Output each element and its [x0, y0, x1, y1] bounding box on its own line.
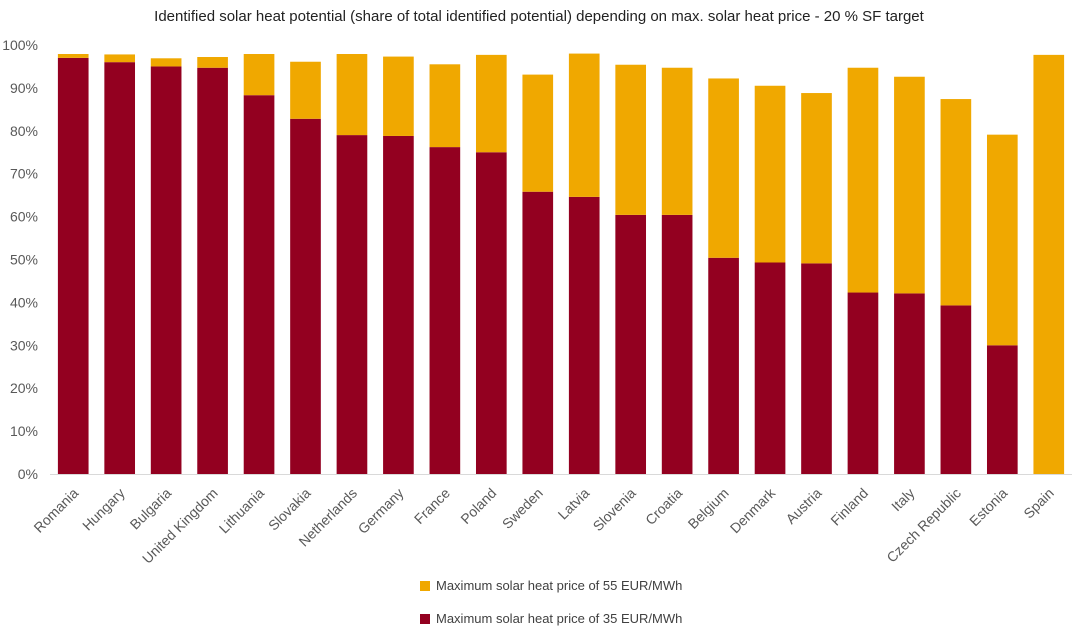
bar-segment-55 [197, 57, 228, 68]
x-tick-label: Slovenia [590, 485, 639, 534]
bar-segment-35 [57, 57, 89, 475]
bar-segment-35 [940, 305, 972, 474]
x-tick-label: Italy [888, 485, 917, 514]
y-tick-label: 50% [10, 252, 38, 268]
bar-segment-35 [383, 135, 414, 474]
bar-segment-35 [615, 214, 647, 474]
x-tick-label: Belgium [685, 485, 732, 532]
legend-item-55: Maximum solar heat price of 55 EUR/MWh [420, 578, 682, 593]
x-tick-label: Croatia [642, 485, 685, 528]
x-tick-label: France [411, 485, 453, 527]
x-tick-label: Lithuania [216, 485, 268, 537]
bar-segment-35 [290, 118, 321, 475]
bar-segment-35 [475, 152, 507, 474]
legend-label-55: Maximum solar heat price of 55 EUR/MWh [436, 578, 683, 593]
x-tick-label: Austria [782, 485, 824, 527]
bar-segment-55 [57, 54, 89, 58]
bar-segment-35 [801, 263, 832, 474]
y-tick-label: 100% [2, 37, 38, 53]
x-tick-label: Finland [827, 485, 871, 529]
x-tick-label: Latvia [555, 485, 593, 523]
y-tick-label: 70% [10, 166, 38, 182]
x-tick-label: Estonia [966, 485, 1010, 529]
bar-segment-35 [522, 191, 554, 474]
bars [57, 53, 1065, 475]
x-tick-label: Spain [1020, 485, 1057, 522]
bar-segment-35 [243, 95, 275, 475]
legend-item-35: Maximum solar heat price of 35 EUR/MWh [420, 611, 682, 626]
bar-segment-55 [290, 61, 321, 119]
bar-segment-35 [429, 147, 461, 475]
bar-segment-55 [336, 54, 368, 136]
bar-segment-35 [661, 214, 693, 474]
bar-segment-55 [104, 54, 136, 63]
y-tick-label: 10% [10, 423, 38, 439]
bar-segment-35 [336, 135, 368, 474]
bar-segment-55 [243, 54, 275, 96]
bar-segment-35 [986, 345, 1018, 474]
bar-segment-35 [754, 262, 786, 474]
bar-segment-35 [568, 196, 600, 474]
bar-segment-55 [568, 53, 600, 197]
bar-segment-55 [847, 67, 879, 293]
chart-title: Identified solar heat potential (share o… [154, 8, 924, 25]
bar-segment-35 [894, 293, 925, 474]
y-tick-label: 30% [10, 337, 38, 353]
bar-segment-55 [940, 99, 972, 306]
bar-segment-35 [150, 66, 182, 474]
x-tick-label: Romania [30, 485, 81, 536]
bar-segment-35 [847, 292, 879, 474]
x-tick-label: Denmark [727, 484, 779, 536]
bar-segment-55 [894, 76, 925, 294]
y-tick-label: 40% [10, 294, 38, 310]
bar-segment-55 [383, 56, 414, 136]
y-tick-label: 80% [10, 123, 38, 139]
legend-swatch-35 [420, 613, 430, 624]
bar-segment-55 [708, 78, 739, 258]
x-tick-label: Germany [355, 485, 407, 537]
bar-segment-35 [104, 62, 136, 474]
bar-segment-55 [522, 74, 554, 192]
x-tick-label: Bulgaria [127, 485, 175, 533]
x-tick-label: Hungary [79, 485, 128, 534]
y-tick-label: 20% [10, 380, 38, 396]
bar-segment-55 [801, 93, 832, 264]
bar-segment-55 [475, 54, 507, 153]
x-tick-label: Poland [457, 485, 499, 527]
y-tick-label: 0% [18, 466, 38, 482]
bar-segment-55 [754, 85, 786, 263]
bar-segment-55 [661, 67, 693, 215]
y-tick-label: 90% [10, 80, 38, 96]
legend-label-35: Maximum solar heat price of 35 EUR/MWh [436, 611, 683, 626]
bar-segment-55 [615, 64, 647, 215]
x-tick-label: Sweden [499, 485, 546, 532]
legend-swatch-55 [420, 580, 430, 591]
bar-segment-55 [429, 64, 461, 148]
bar-segment-35 [197, 67, 228, 474]
y-tick-label: 60% [10, 209, 38, 225]
bar-segment-55 [1033, 54, 1065, 474]
bar-segment-55 [986, 134, 1018, 346]
y-axis: 0% 10% 20% 30% 40% 50% 60% 70% 80% 90% 100% [2, 37, 1072, 482]
bar-segment-35 [708, 257, 739, 474]
bar-segment-55 [150, 58, 182, 67]
